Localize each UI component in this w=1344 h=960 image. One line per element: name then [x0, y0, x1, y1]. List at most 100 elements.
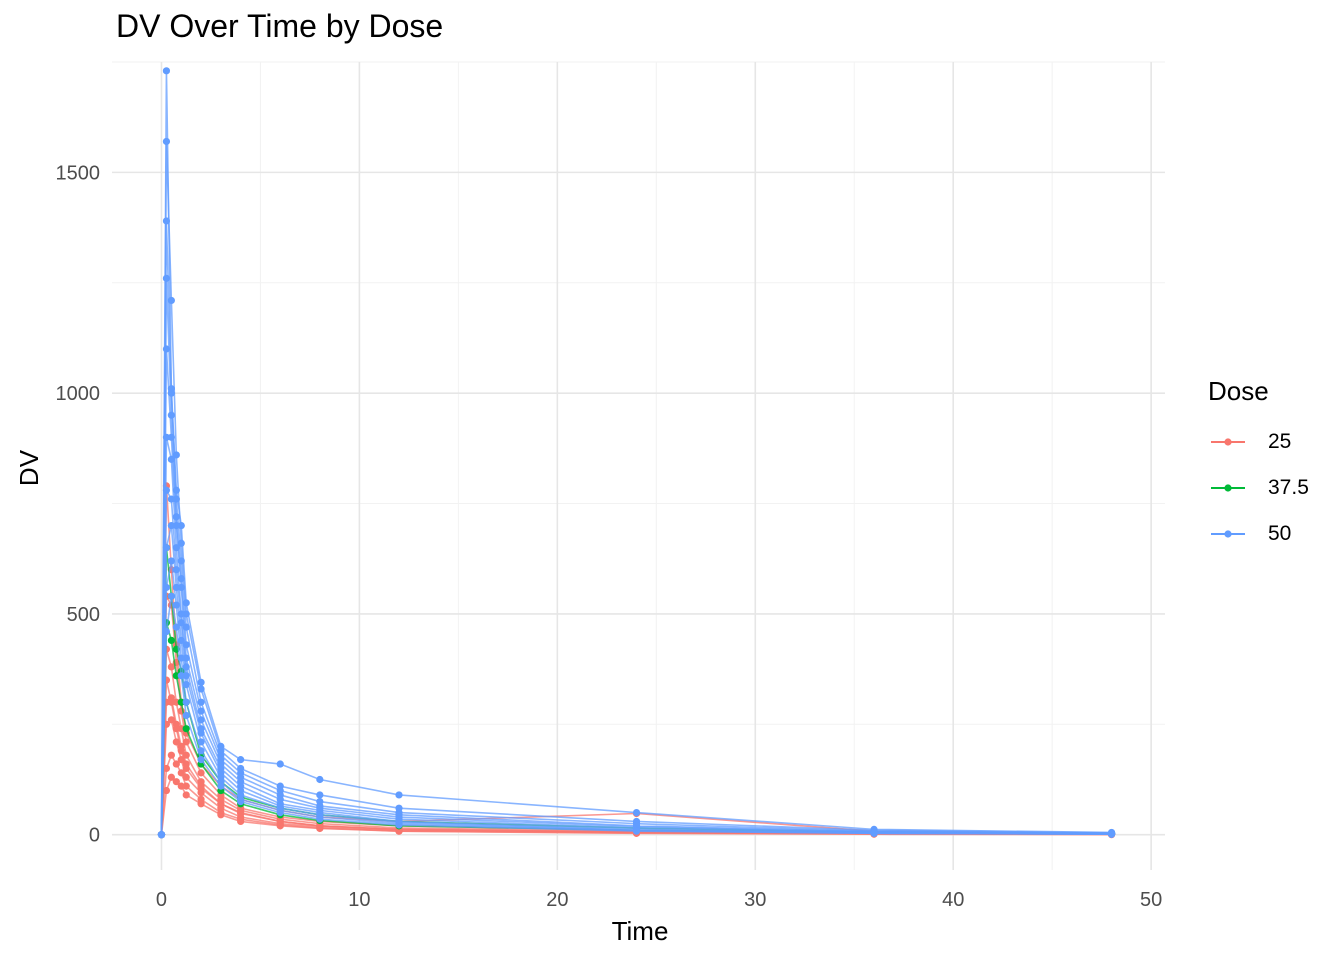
data-point: [162, 627, 171, 636]
legend-key-icon: [1208, 432, 1248, 452]
data-point: [167, 411, 175, 419]
legend-item: 25: [1208, 419, 1309, 465]
data-point: [167, 522, 175, 530]
data-point: [162, 544, 171, 552]
series-line: [160, 141, 1112, 835]
data-point: [162, 583, 171, 592]
x-tick-label: 20: [546, 889, 568, 911]
data-point: [217, 800, 225, 808]
series-line: [160, 487, 1112, 835]
data-point: [177, 698, 185, 706]
data-point: [870, 829, 878, 837]
data-point: [167, 751, 175, 759]
data-point: [162, 345, 171, 353]
data-point: [167, 455, 175, 463]
data-point: [182, 711, 190, 720]
y-tick-label: 1500: [56, 162, 101, 184]
y-tick-label: 1000: [56, 383, 101, 405]
data-point: [162, 274, 171, 282]
x-axis-label: Time: [612, 916, 669, 946]
series-line: [160, 437, 1112, 835]
legend-item: 37.5: [1208, 465, 1309, 511]
series-line: [160, 70, 1112, 835]
data-point: [237, 756, 245, 764]
data-point: [276, 809, 284, 817]
series-line: [160, 560, 1112, 836]
legend-items: 25 37.5 50: [1208, 419, 1309, 557]
data-point: [167, 557, 175, 565]
data-point: [157, 831, 166, 839]
data-point: [162, 486, 171, 494]
data-point: [177, 769, 185, 777]
y-tick-label: 0: [89, 825, 100, 847]
data-point: [167, 698, 175, 706]
data-point: [172, 725, 180, 733]
series-line: [160, 649, 1112, 836]
legend-key-icon: [1208, 524, 1248, 544]
data-point: [197, 784, 205, 792]
data-point: [167, 296, 175, 305]
grid-major: [112, 62, 1165, 870]
data-point: [177, 725, 185, 733]
data-point: [167, 495, 175, 503]
data-point: [316, 791, 324, 799]
series-line: [160, 348, 1112, 835]
x-tick-label: 0: [156, 889, 167, 911]
data-point: [162, 433, 171, 441]
series-line: [160, 220, 1112, 835]
data-point: [182, 764, 190, 773]
x-tick-label: 30: [744, 889, 766, 911]
data-point: [162, 786, 171, 795]
data-point: [316, 815, 324, 823]
data-point: [162, 137, 171, 146]
data-point: [177, 782, 185, 790]
legend-item: 50: [1208, 511, 1309, 557]
data-point: [395, 791, 403, 799]
data-point: [172, 601, 180, 609]
y-axis-label: DV: [14, 449, 44, 486]
legend: Dose 25 37.5 50: [1208, 376, 1309, 557]
data-point: [276, 817, 284, 826]
data-point: [162, 217, 171, 225]
x-tick-label: 40: [942, 889, 964, 911]
series-line: [160, 278, 1112, 835]
data-point: [237, 809, 245, 818]
data-point: [217, 811, 225, 819]
data-point: [316, 775, 324, 784]
data-point: [167, 773, 175, 781]
data-point: [172, 566, 180, 574]
data-point: [182, 725, 190, 733]
legend-label: 25: [1268, 430, 1292, 453]
series-25: [157, 482, 1116, 839]
data-point: [1107, 830, 1116, 838]
series-line: [160, 485, 1112, 835]
data-point: [167, 716, 175, 724]
legend-key-icon: [1208, 478, 1248, 498]
data-point: [632, 827, 641, 835]
data-point: [316, 822, 324, 830]
data-point: [632, 809, 641, 817]
data-point: [172, 760, 180, 768]
grid-minor: [112, 61, 1165, 870]
y-tick-label: 500: [67, 604, 100, 626]
data-point: [167, 663, 175, 671]
series-line: [160, 596, 1112, 836]
data-point: [182, 791, 190, 799]
data-point: [172, 698, 180, 706]
data-point: [395, 821, 403, 829]
data-point: [197, 800, 205, 808]
data-point: [237, 817, 245, 826]
data-point: [172, 623, 180, 631]
series-37-5: [157, 544, 1116, 839]
data-point: [162, 764, 171, 773]
data-point: [177, 747, 185, 755]
data-point: [197, 756, 205, 764]
data-point: [162, 67, 171, 75]
data-point: [167, 433, 175, 441]
data-point: [197, 769, 205, 777]
x-tick-label: 50: [1140, 889, 1162, 911]
data-point: [217, 782, 225, 790]
legend-title: Dose: [1208, 376, 1269, 406]
data-point: [172, 672, 180, 680]
